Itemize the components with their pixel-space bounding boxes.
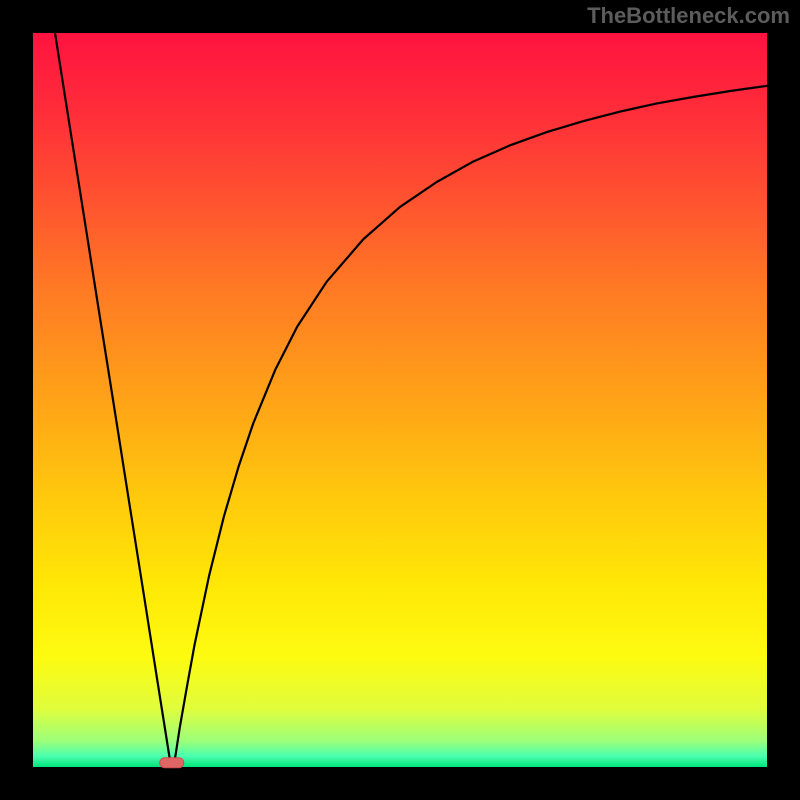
chart-stage: TheBottleneck.com xyxy=(0,0,800,800)
bottleneck-curve xyxy=(33,33,767,767)
optimum-marker xyxy=(159,757,184,769)
plot-area xyxy=(33,33,767,767)
watermark-text: TheBottleneck.com xyxy=(587,3,790,29)
